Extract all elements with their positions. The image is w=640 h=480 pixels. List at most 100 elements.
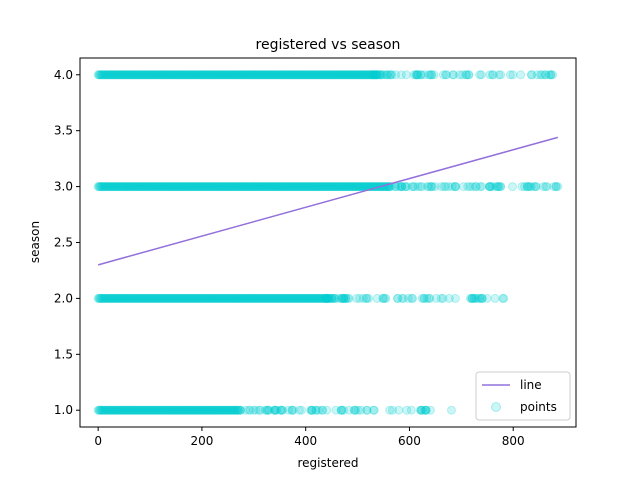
data-point bbox=[194, 70, 204, 80]
data-point bbox=[175, 293, 185, 303]
data-point bbox=[144, 70, 154, 80]
data-point bbox=[419, 293, 429, 303]
data-point bbox=[313, 70, 323, 80]
data-point bbox=[115, 70, 125, 80]
data-point bbox=[221, 182, 231, 192]
data-point bbox=[197, 405, 207, 415]
data-point bbox=[320, 182, 330, 192]
data-point bbox=[338, 70, 348, 80]
data-point bbox=[292, 182, 302, 192]
data-point bbox=[371, 70, 381, 80]
data-point bbox=[279, 293, 289, 303]
data-point bbox=[329, 70, 339, 80]
data-point bbox=[129, 405, 139, 415]
data-point bbox=[114, 405, 124, 415]
data-point bbox=[312, 70, 322, 80]
data-point bbox=[315, 182, 325, 192]
data-point bbox=[303, 182, 313, 192]
data-point bbox=[368, 405, 378, 415]
data-point bbox=[204, 70, 214, 80]
data-point bbox=[236, 182, 246, 192]
data-point bbox=[339, 293, 349, 303]
data-point bbox=[197, 182, 207, 192]
data-point bbox=[286, 70, 296, 80]
data-point bbox=[187, 405, 197, 415]
data-point bbox=[237, 70, 247, 80]
data-point bbox=[176, 70, 186, 80]
data-point bbox=[290, 182, 300, 192]
data-point bbox=[283, 182, 293, 192]
data-point bbox=[126, 405, 136, 415]
data-point bbox=[113, 70, 123, 80]
data-point bbox=[222, 293, 232, 303]
data-point bbox=[169, 70, 179, 80]
data-point bbox=[227, 293, 237, 303]
data-point bbox=[128, 405, 138, 415]
data-point bbox=[350, 70, 360, 80]
data-point bbox=[212, 70, 222, 80]
data-point bbox=[424, 70, 434, 80]
data-point bbox=[335, 182, 345, 192]
data-point bbox=[310, 182, 320, 192]
data-point bbox=[334, 182, 344, 192]
data-point bbox=[143, 405, 153, 415]
legend-box bbox=[475, 371, 571, 421]
data-point bbox=[273, 70, 283, 80]
data-point bbox=[477, 182, 487, 192]
data-point bbox=[101, 293, 111, 303]
data-point bbox=[485, 182, 495, 192]
data-point bbox=[217, 293, 227, 303]
data-point bbox=[108, 70, 118, 80]
data-point bbox=[473, 293, 483, 303]
data-point bbox=[136, 405, 146, 415]
data-point bbox=[350, 182, 360, 192]
data-point bbox=[149, 182, 159, 192]
data-point bbox=[531, 182, 541, 192]
data-point bbox=[354, 182, 364, 192]
data-point bbox=[178, 293, 188, 303]
data-point bbox=[224, 182, 234, 192]
data-point bbox=[337, 405, 347, 415]
data-point bbox=[211, 182, 221, 192]
data-point bbox=[302, 293, 312, 303]
data-point bbox=[317, 293, 327, 303]
data-point bbox=[470, 293, 480, 303]
data-point bbox=[205, 182, 215, 192]
data-point bbox=[307, 70, 317, 80]
data-point bbox=[146, 293, 156, 303]
data-point bbox=[463, 182, 473, 192]
data-point bbox=[233, 182, 243, 192]
data-point bbox=[336, 182, 346, 192]
data-point bbox=[377, 70, 387, 80]
data-point bbox=[147, 70, 157, 80]
data-point bbox=[116, 70, 126, 80]
data-point bbox=[119, 293, 129, 303]
data-point bbox=[416, 70, 426, 80]
data-point bbox=[355, 182, 365, 192]
data-point bbox=[210, 182, 220, 192]
data-point bbox=[252, 293, 262, 303]
data-point bbox=[296, 293, 306, 303]
data-point bbox=[139, 405, 149, 415]
data-point bbox=[179, 70, 189, 80]
data-point bbox=[321, 293, 331, 303]
data-point bbox=[387, 405, 397, 415]
data-point bbox=[99, 70, 109, 80]
data-point bbox=[548, 70, 558, 80]
data-point bbox=[287, 293, 297, 303]
data-point bbox=[275, 70, 285, 80]
data-point bbox=[322, 405, 332, 415]
data-point bbox=[331, 405, 341, 415]
data-point bbox=[278, 293, 288, 303]
data-point bbox=[324, 182, 334, 192]
data-point bbox=[176, 405, 186, 415]
data-point bbox=[340, 70, 350, 80]
data-point bbox=[223, 405, 233, 415]
data-point bbox=[208, 182, 218, 192]
data-point bbox=[124, 182, 134, 192]
data-point bbox=[348, 70, 358, 80]
data-point bbox=[152, 293, 162, 303]
data-point bbox=[165, 70, 175, 80]
data-point bbox=[207, 293, 217, 303]
data-point bbox=[134, 405, 144, 415]
